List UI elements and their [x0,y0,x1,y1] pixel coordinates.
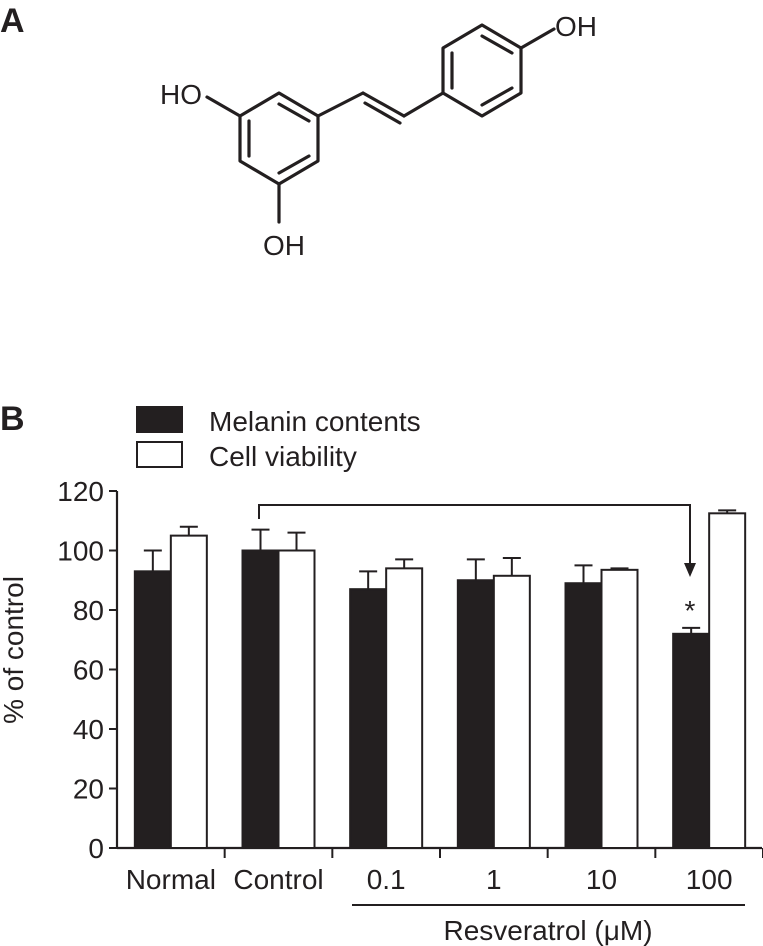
legend-swatch-viability [136,441,183,468]
resveratrol-structure [205,23,556,224]
legend-label-viability: Cell viability [209,441,357,472]
x-tick-label: 10 [586,864,617,895]
panel-b-label: B [0,400,25,438]
ho-bond [205,95,242,118]
left-ring-double-bond-1 [277,102,311,123]
x-tick-label: 1 [486,864,502,895]
bar-melanin [672,632,711,849]
bar-viability [385,567,424,849]
panel-a-label: A [0,2,25,40]
right-ring-double-bond-3 [480,86,514,107]
left-ring-double-bond-2 [277,154,311,175]
axes: 0 20 40 60 80 100 120 Normal Control 0.1 1 10 100 [57,476,763,895]
bar-viability [492,574,531,849]
right-ring-double-bond-2 [480,34,514,55]
vinyl-bond-1 [316,91,365,118]
y-tick-label: 0 [88,833,104,864]
resveratrol-group-label: Resveratrol (μM) [443,915,652,946]
ho-left-label: HO [160,79,202,110]
legend-swatch-melanin [136,406,183,433]
x-tick-label: 100 [686,864,733,895]
bar-melanin [241,549,280,849]
vinyl-double-bond-inner [363,101,402,125]
bar-viability [600,568,639,850]
bar-melanin [564,582,603,849]
bar-viability [277,549,316,849]
bar-melanin [456,579,495,849]
bar-melanin [349,588,388,849]
y-tick-label: 20 [73,774,104,805]
oh-bottom-label: OH [263,230,305,261]
vinyl-double-bond [361,91,406,118]
y-axis-title: % of control [0,576,29,724]
bar-viability [169,534,208,849]
x-tick-label: Control [233,864,323,895]
oh-top-right-label: OH [555,11,597,42]
y-tick-label: 60 [73,655,104,686]
x-tick-label: Normal [126,864,216,895]
legend-label-melanin: Melanin contents [209,406,421,437]
left-benzene-ring [238,91,320,186]
right-benzene-ring [441,23,523,118]
y-tick-label: 40 [73,714,104,745]
significance-asterisk: * [685,595,696,626]
bar-viability [708,512,747,849]
vinyl-bond-2 [402,91,445,118]
oh-top-bond [519,27,556,50]
x-tick-label: 0.1 [367,864,406,895]
y-tick-label: 100 [57,536,104,567]
y-tick-label: 120 [57,476,104,507]
bars [133,509,747,850]
legend: Melanin contents Cell viability [136,406,421,472]
y-tick-label: 80 [73,595,104,626]
bar-melanin [133,570,172,849]
significance-arrowhead [684,563,696,577]
significance-bracket [258,504,691,570]
